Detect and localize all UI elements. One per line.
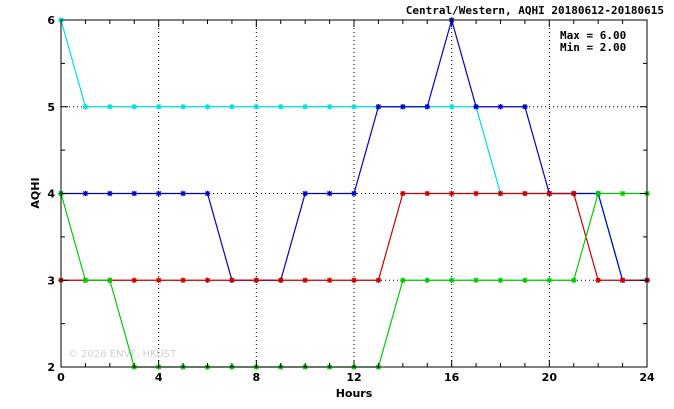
data-point bbox=[131, 103, 138, 110]
x-tick-label: 24 bbox=[639, 371, 655, 384]
data-point bbox=[546, 190, 553, 197]
data-point bbox=[131, 190, 138, 197]
x-tick-label: 16 bbox=[444, 371, 460, 384]
chart-title: Central/Western, AQHI 20180612-20180615 bbox=[406, 4, 664, 17]
data-point bbox=[375, 277, 382, 284]
x-tick-label: 12 bbox=[346, 371, 361, 384]
data-point bbox=[351, 277, 357, 284]
data-point bbox=[107, 277, 113, 284]
data-point bbox=[82, 190, 89, 197]
y-tick-label: 5 bbox=[47, 101, 55, 114]
data-point bbox=[155, 277, 162, 284]
data-point bbox=[253, 103, 260, 110]
x-tick-label: 0 bbox=[57, 371, 65, 384]
data-point bbox=[326, 103, 333, 110]
data-point bbox=[180, 190, 186, 197]
y-tick-label: 3 bbox=[47, 274, 55, 287]
data-point bbox=[595, 190, 601, 197]
data-point bbox=[302, 277, 308, 284]
data-point bbox=[473, 190, 479, 197]
series-2 bbox=[58, 17, 650, 284]
min-annotation: Min = 2.00 bbox=[560, 41, 626, 54]
watermark-text: © 2026 ENVF, HKUST bbox=[68, 349, 177, 360]
data-point bbox=[302, 190, 308, 197]
data-point bbox=[619, 190, 626, 197]
data-point bbox=[375, 103, 382, 110]
data-point bbox=[546, 277, 553, 284]
data-point bbox=[277, 103, 284, 110]
data-point bbox=[497, 277, 504, 284]
data-point bbox=[180, 103, 186, 110]
data-point bbox=[131, 277, 138, 284]
series-1 bbox=[58, 17, 650, 284]
data-point bbox=[400, 190, 406, 197]
data-point bbox=[180, 277, 186, 284]
series-line bbox=[61, 17, 647, 281]
data-point bbox=[204, 190, 211, 197]
max-annotation: Max = 6.00 bbox=[560, 29, 626, 42]
data-point bbox=[497, 190, 504, 197]
data-point bbox=[155, 190, 162, 197]
series-line bbox=[60, 19, 647, 281]
data-point bbox=[107, 190, 113, 197]
data-point bbox=[448, 190, 455, 197]
data-point bbox=[82, 103, 89, 110]
y-tick-label: 2 bbox=[47, 361, 55, 374]
data-point bbox=[253, 277, 260, 284]
data-point bbox=[155, 103, 162, 110]
y-tick-label: 4 bbox=[47, 188, 55, 201]
axis-ticks: 0 4 8 12 16 20 24 2 3 4 5 6 bbox=[47, 14, 655, 384]
x-tick-label: 4 bbox=[155, 371, 163, 384]
data-point bbox=[204, 277, 211, 284]
y-tick-label: 6 bbox=[47, 14, 55, 27]
data-point bbox=[619, 277, 626, 284]
data-point bbox=[229, 103, 235, 110]
data-point bbox=[473, 103, 479, 110]
data-point bbox=[351, 190, 357, 197]
data-point bbox=[424, 277, 431, 284]
data-point bbox=[351, 103, 357, 110]
data-point bbox=[570, 190, 577, 197]
data-point bbox=[497, 103, 504, 110]
x-tick-label: 8 bbox=[253, 371, 261, 384]
data-point bbox=[570, 277, 577, 284]
data-point bbox=[424, 190, 431, 197]
y-axis-title: AQHI bbox=[29, 177, 42, 208]
data-point bbox=[448, 103, 455, 110]
data-point bbox=[522, 103, 528, 110]
data-point bbox=[326, 277, 333, 284]
x-axis-title: Hours bbox=[336, 387, 373, 400]
data-point bbox=[229, 277, 235, 284]
data-point bbox=[522, 190, 528, 197]
data-point bbox=[277, 277, 284, 284]
data-point bbox=[595, 277, 601, 284]
data-point bbox=[204, 103, 211, 110]
data-point bbox=[448, 277, 455, 284]
data-point bbox=[473, 277, 479, 284]
data-point bbox=[400, 103, 406, 110]
data-point bbox=[302, 103, 308, 110]
data-point bbox=[107, 103, 113, 110]
data-point bbox=[326, 190, 333, 197]
x-tick-label: 20 bbox=[542, 371, 558, 384]
data-point bbox=[424, 103, 431, 110]
data-point bbox=[522, 277, 528, 284]
data-point bbox=[82, 277, 89, 284]
data-point bbox=[400, 277, 406, 284]
